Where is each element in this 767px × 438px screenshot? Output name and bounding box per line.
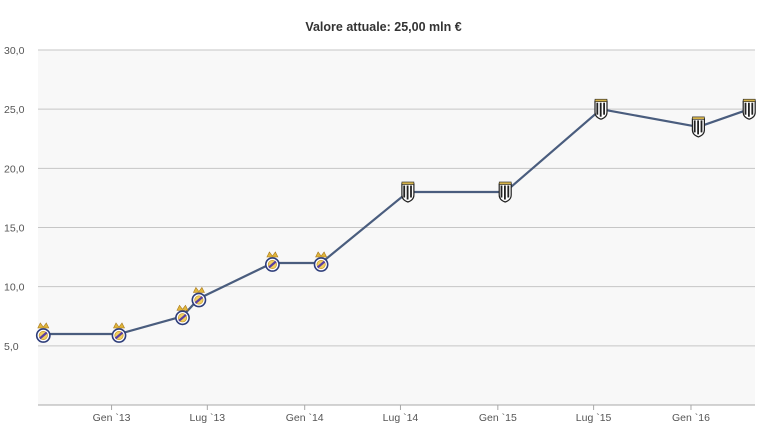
y-tick-label: 15,0 <box>4 223 25 235</box>
real-madrid-crest-marker[interactable] <box>111 322 127 343</box>
real-madrid-crest-marker[interactable] <box>35 322 51 343</box>
x-tick-label: Lug `15 <box>576 412 612 424</box>
y-axis: 5,0 10,0 15,0 20,0 25,0 30,0 <box>4 45 25 353</box>
juventus-crest-marker[interactable] <box>742 98 756 120</box>
x-tick-label: Gen `13 <box>93 412 131 424</box>
real-madrid-crest-marker[interactable] <box>191 286 207 308</box>
real-madrid-crest-marker[interactable] <box>264 251 280 272</box>
real-madrid-crest-marker[interactable] <box>313 251 329 272</box>
juventus-crest-marker[interactable] <box>498 181 512 203</box>
x-tick-label: Gen `16 <box>672 412 710 424</box>
real-madrid-crest-marker[interactable] <box>175 304 190 326</box>
y-tick-label: 25,0 <box>4 104 25 116</box>
chart-title: Valore attuale: 25,00 mln € <box>305 20 462 34</box>
x-axis: Gen `13 Lug `13 Gen `14 Lug `14 Gen `15 Lug `… <box>93 405 710 424</box>
y-tick-label: 5,0 <box>4 341 19 353</box>
x-tick-label: Lug `13 <box>190 412 226 424</box>
juventus-crest-marker[interactable] <box>401 181 415 203</box>
juventus-crest-marker[interactable] <box>691 116 706 138</box>
y-tick-label: 20,0 <box>4 163 25 175</box>
grid-lines <box>38 49 755 347</box>
data-markers <box>35 98 756 343</box>
x-tick-label: Lug `14 <box>383 412 419 424</box>
x-tick-label: Gen `15 <box>479 412 517 424</box>
y-tick-label: 10,0 <box>4 282 25 294</box>
x-tick-label: Gen `14 <box>286 412 324 424</box>
y-tick-label: 30,0 <box>4 45 25 57</box>
juventus-crest-marker[interactable] <box>594 98 608 120</box>
